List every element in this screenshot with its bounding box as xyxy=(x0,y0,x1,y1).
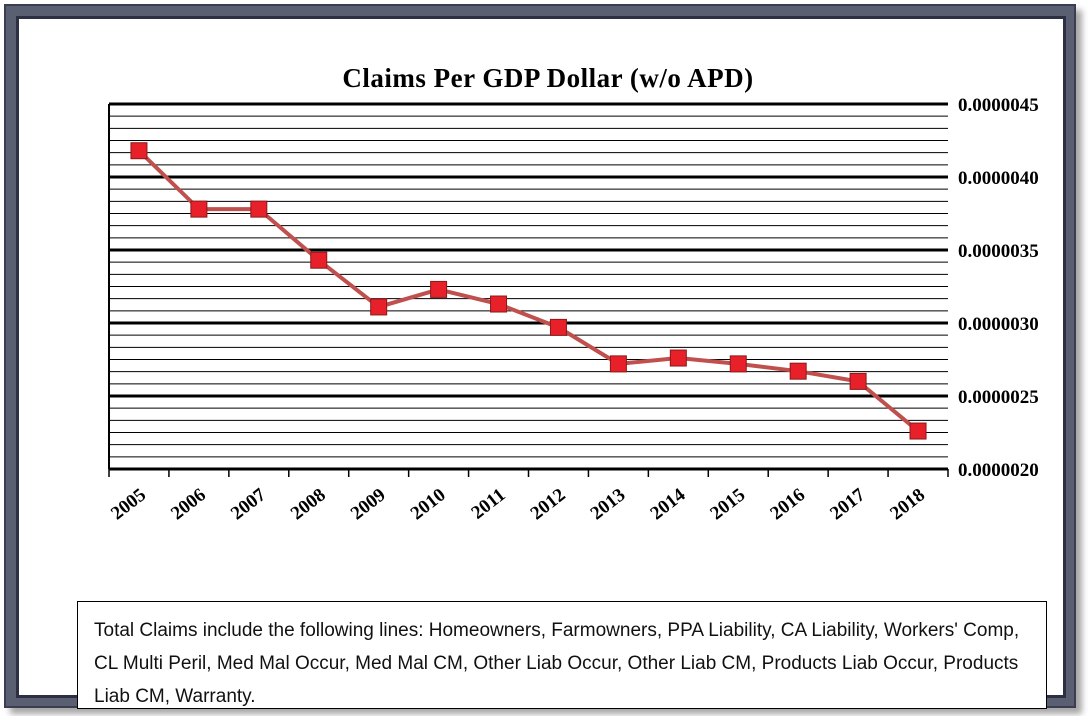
y-tick-label: 0.0000025 xyxy=(958,387,1039,408)
series-line xyxy=(137,149,920,433)
data-point-marker xyxy=(909,422,927,440)
data-point-marker xyxy=(370,298,388,316)
y-tick-label: 0.0000045 xyxy=(958,95,1039,116)
data-point-marker xyxy=(430,280,448,298)
x-tick-label: 2008 xyxy=(287,484,330,524)
x-tick-label: 2016 xyxy=(766,484,809,524)
y-tick-label: 0.0000030 xyxy=(958,314,1039,335)
y-tick-label: 0.0000035 xyxy=(958,241,1039,262)
data-point-marker xyxy=(250,200,268,218)
chart-title: Claims Per GDP Dollar (w/o APD) xyxy=(342,63,754,93)
chart-panel: Claims Per GDP Dollar (w/o APD) 0.000002… xyxy=(16,16,1066,709)
lines-included-note: Total Claims include the following lines… xyxy=(77,601,1047,709)
data-point-marker xyxy=(130,142,148,160)
x-tick-label: 2017 xyxy=(826,484,869,524)
x-tick-label: 2006 xyxy=(167,484,210,524)
data-point-marker xyxy=(669,349,687,367)
x-tick-label: 2015 xyxy=(706,484,749,524)
data-point-marker xyxy=(190,200,208,218)
data-point-marker xyxy=(609,355,627,373)
x-tick-label: 2013 xyxy=(587,484,630,524)
x-tick-label: 2018 xyxy=(886,484,929,524)
data-point-marker xyxy=(789,362,807,380)
line-chart: 0.0000020 0.0000025 0.0000030 0.0000035 0.00… xyxy=(107,95,1039,524)
x-tick-label: 2012 xyxy=(527,484,570,524)
chart-outer-frame: Claims Per GDP Dollar (w/o APD) 0.000002… xyxy=(4,4,1076,709)
data-point-marker xyxy=(729,355,747,373)
x-tick-label: 2010 xyxy=(407,484,450,524)
x-tick-label: 2005 xyxy=(107,484,150,524)
y-tick-label: 0.0000020 xyxy=(958,460,1039,481)
x-tick-label: 2011 xyxy=(468,484,510,523)
data-point-marker xyxy=(849,372,867,390)
x-tick-label: 2014 xyxy=(647,484,690,524)
x-tick-label: 2007 xyxy=(227,484,270,524)
data-point-marker xyxy=(549,318,567,336)
x-tick-label: 2009 xyxy=(347,484,390,524)
y-tick-label: 0.0000040 xyxy=(958,168,1039,189)
data-point-marker xyxy=(490,295,508,313)
data-point-marker xyxy=(310,251,328,269)
